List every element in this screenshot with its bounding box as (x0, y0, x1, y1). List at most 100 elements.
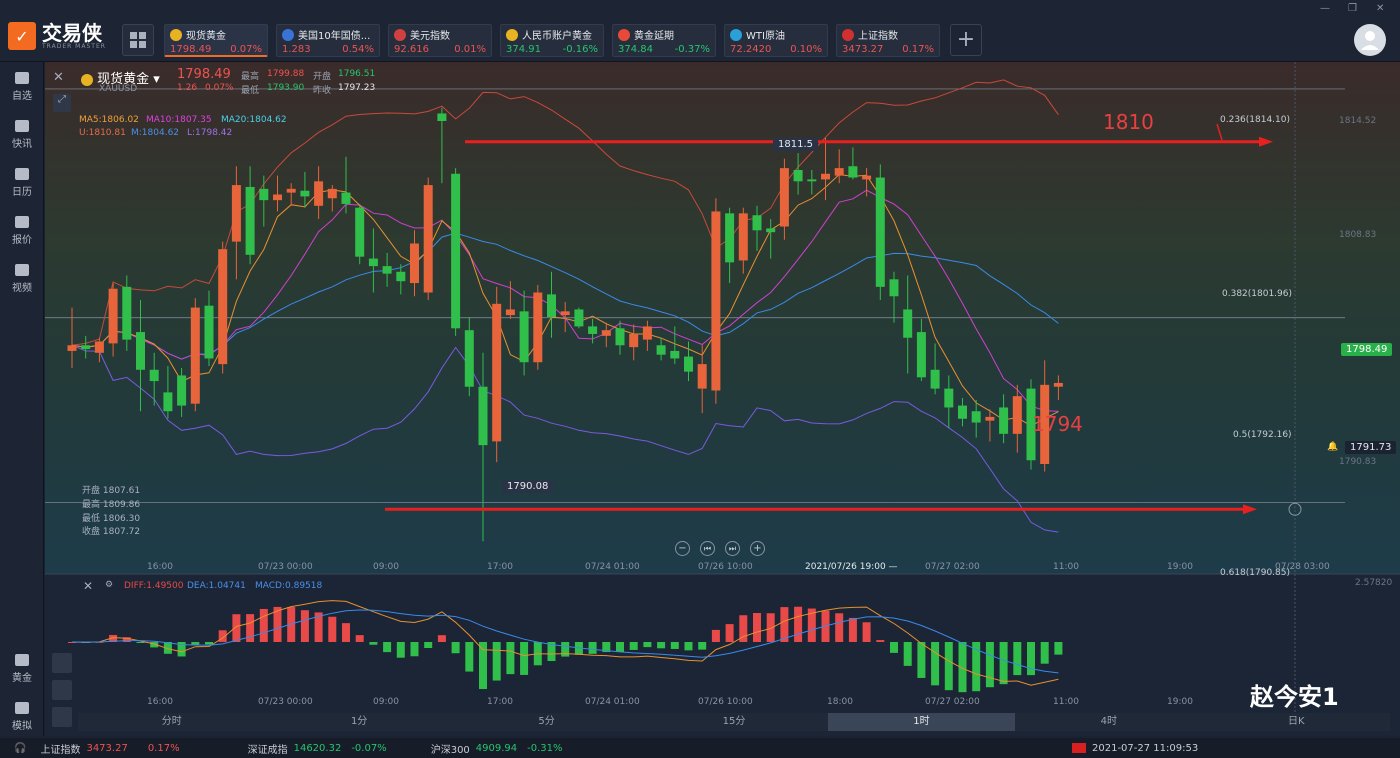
x-axis-label: 07/27 02:00 (925, 562, 980, 572)
tab-timeframe-selected[interactable]: 1时 (827, 713, 1016, 731)
minimize-button[interactable]: — (1320, 3, 1330, 14)
indicator-icon[interactable] (52, 653, 72, 673)
sidebar: 自选 快讯 日历 报价 视频 黄金 模拟 (0, 62, 44, 736)
ticker-change: -0.16% (562, 44, 598, 55)
x-axis-label: 07/28 03:00 (1275, 562, 1330, 572)
sidebar-item-news[interactable]: 快讯 (0, 120, 44, 150)
boll-upper-label: U:1810.81 (79, 128, 126, 138)
ticker-icon (506, 28, 518, 41)
ma20-line (71, 232, 1059, 360)
sidebar-item-calendar[interactable]: 日历 (0, 168, 44, 198)
sidebar-item-gold[interactable]: 黄金 (0, 654, 44, 684)
ticker-name: 黄金延期 (618, 27, 710, 42)
macd-bar (684, 642, 693, 651)
ticker-tile[interactable]: 黄金延期 374.84 -0.37% (612, 24, 716, 57)
headset-icon[interactable]: 🎧 (14, 742, 27, 754)
news-icon (15, 120, 29, 132)
high-value: 1799.88 (267, 69, 305, 79)
user-icon (1361, 31, 1379, 50)
star-icon (15, 72, 29, 84)
candle-body (930, 369, 940, 389)
tab-timeframe[interactable]: 分时 (161, 716, 182, 727)
ticker-tile[interactable]: 人民币账户黄金 374.91 -0.16% (500, 24, 604, 57)
macd-bar (259, 608, 268, 642)
status-index-name[interactable]: 上证指数 (40, 744, 81, 756)
tab-timeframe[interactable]: 5分 (538, 716, 555, 727)
macd-x-label: 11:00 (1053, 697, 1079, 707)
macd-bar (1040, 642, 1049, 664)
tab-timeframe[interactable]: 15分 (722, 716, 746, 727)
symbol-name[interactable]: 现货黄金 ▾ (81, 68, 160, 87)
status-index-name[interactable]: 深证成指 (247, 744, 288, 756)
alert-bell-icon[interactable]: 🔔 (1327, 442, 1339, 452)
macd-bar (136, 642, 145, 643)
line-price-tag: 1791.73 (1345, 441, 1397, 454)
sidebar-item-video[interactable]: 视频 (0, 264, 44, 294)
ticker-tile[interactable]: 现货黄金 1798.49 0.07% (164, 24, 268, 57)
status-index-value: 14620.32 (293, 742, 342, 754)
draw-tool-icon[interactable] (52, 680, 72, 700)
candle-body (684, 356, 693, 372)
ticker-tile[interactable]: 上证指数 3473.27 0.17% (836, 24, 940, 57)
macd-bar (122, 637, 131, 642)
macd-bar (314, 612, 323, 642)
watermark-text: 赵今安1 (1250, 683, 1339, 711)
gold-coin-icon (81, 73, 93, 86)
sidebar-item-quotes[interactable]: 报价 (0, 216, 44, 246)
candle-body (766, 228, 776, 233)
macd-bar (725, 624, 734, 642)
macd-bar (396, 642, 405, 658)
ticker-tile[interactable]: 美元指数 92.616 0.01% (388, 24, 492, 57)
candle-body (1012, 396, 1022, 434)
ticker-change: -0.37% (674, 44, 710, 55)
ticker-tile[interactable]: 美国10年国债... 1.283 0.54% (276, 24, 380, 57)
tab-timeframe[interactable]: 日K (1287, 716, 1305, 727)
ticker-price: 1798.49 (170, 44, 212, 55)
candle-body (492, 303, 502, 442)
user-avatar[interactable] (1354, 24, 1386, 56)
close-window-button[interactable]: ✕ (1376, 3, 1385, 14)
close-macd-button[interactable]: ✕ (83, 579, 94, 593)
macd-bar (588, 642, 597, 654)
quote-icon (15, 216, 29, 228)
close-chart-button[interactable]: ✕ (53, 70, 64, 85)
ticker-icon (618, 28, 630, 41)
add-ticker-button[interactable]: + (950, 24, 982, 56)
chart-area[interactable]: ✕ ⤢ 现货黄金 ▾ XAUUSD 1798.49 1.26 0.07% 最高 … (45, 62, 1400, 736)
macd-bar (753, 612, 761, 642)
sidebar-item-simulate[interactable]: 模拟 (0, 702, 44, 732)
macd-bar (246, 614, 255, 642)
restore-button[interactable]: ❐ (1348, 3, 1357, 14)
expand-icon[interactable]: ⤢ (53, 94, 71, 112)
chart-type-icon[interactable] (52, 707, 72, 727)
candle-body (656, 345, 666, 355)
candle-body (971, 411, 981, 423)
scroll-left-button[interactable]: ⏮ (700, 541, 715, 556)
x-axis-label: 09:00 (373, 562, 399, 572)
macd-bar (835, 613, 844, 642)
tab-timeframe[interactable]: 4时 (1100, 716, 1117, 727)
sidebar-item-watchlist[interactable]: 自选 (0, 72, 44, 102)
boll-lower-label: L:1798.42 (187, 128, 233, 138)
app-logo[interactable]: ✓ 交易侠 TRADER MASTER (8, 22, 106, 50)
settings-icon[interactable]: ⚙ (105, 580, 114, 590)
macd-bar (163, 642, 172, 654)
status-index-name[interactable]: 沪深300 (430, 744, 470, 756)
ticker-icon (394, 28, 406, 41)
zoom-in-button[interactable]: + (750, 541, 765, 556)
candlestick-chart[interactable] (45, 62, 1400, 736)
candle-body (67, 345, 77, 351)
macd-bar (383, 642, 392, 653)
scroll-right-button[interactable]: ⏭ (725, 541, 740, 556)
layout-grid-button[interactable] (122, 24, 154, 56)
candle-body (738, 213, 748, 261)
macd-x-label: 07/26 10:00 (698, 697, 753, 707)
symbol-code: XAUUSD (99, 84, 138, 94)
ticker-tile[interactable]: WTI原油 72.2420 0.10% (724, 24, 828, 57)
candle-body (519, 311, 529, 363)
ticker-price: 374.84 (618, 44, 653, 55)
ohlc-close: 收盘 1807.72 (82, 527, 141, 537)
zoom-out-button[interactable]: − (675, 541, 690, 556)
tab-timeframe[interactable]: 1分 (350, 716, 368, 727)
arrowhead-1794 (1243, 504, 1257, 515)
